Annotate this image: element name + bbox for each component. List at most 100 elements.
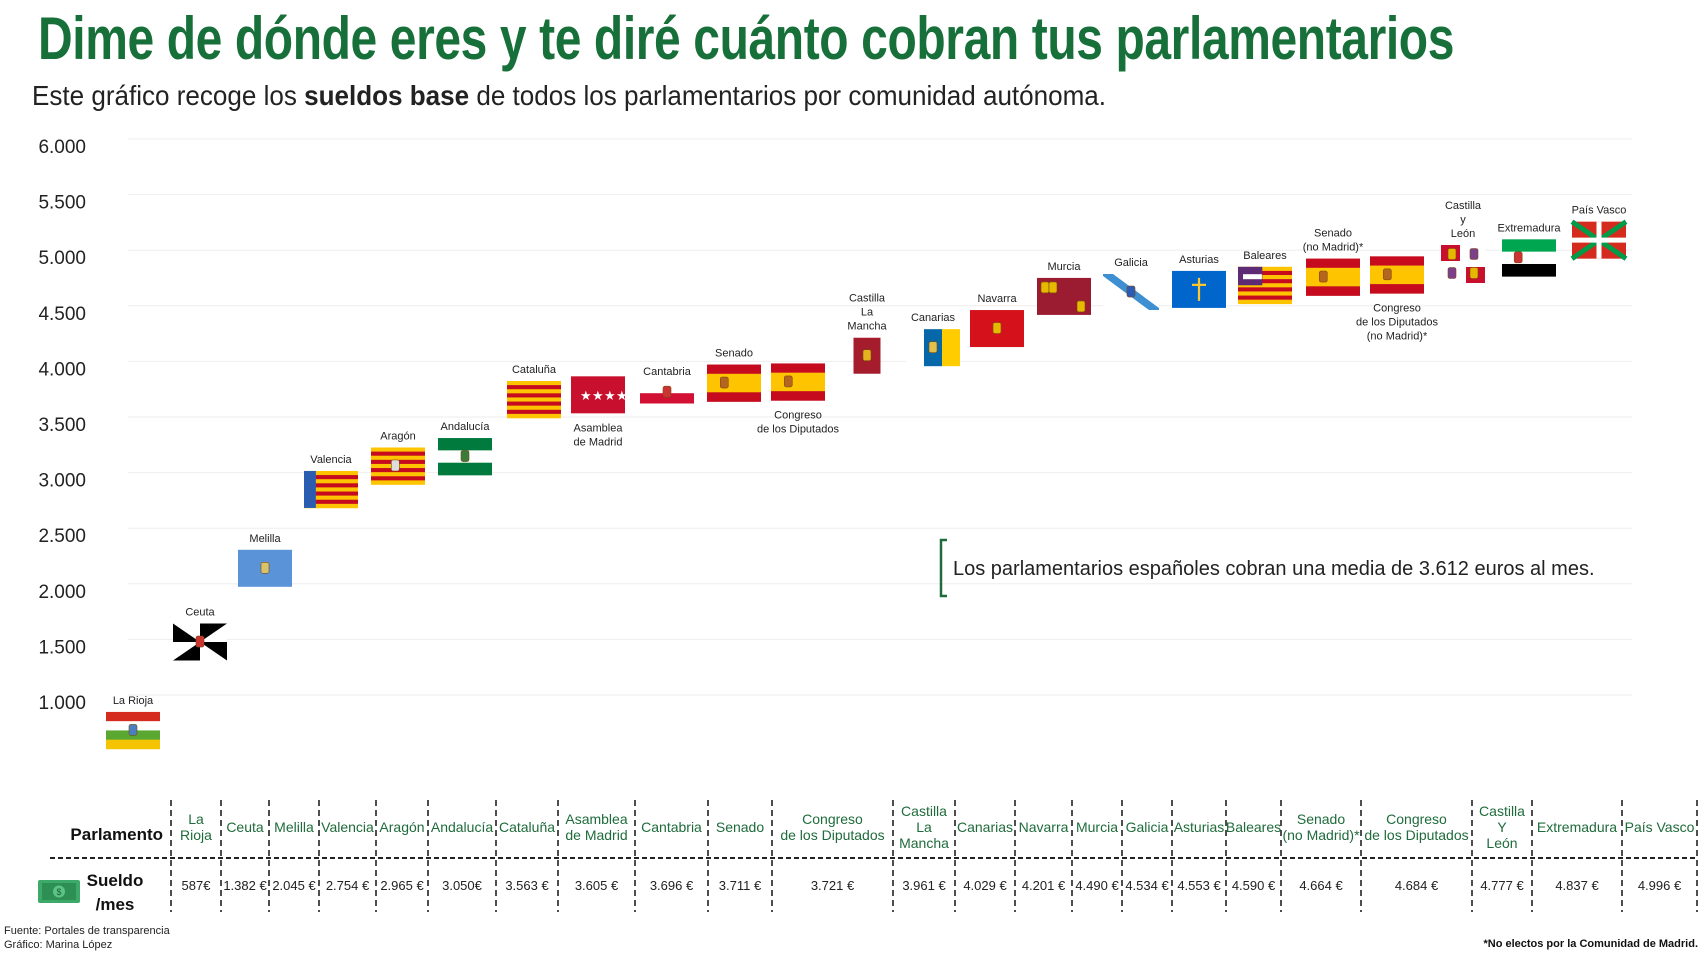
y-tick-label: 2.500	[38, 526, 86, 547]
svg-text:$: $	[56, 887, 61, 897]
la-rioja-flag-icon	[106, 711, 160, 750]
canarias-flag-icon	[906, 329, 960, 367]
annotation-text: Los parlamentarios españoles cobran una …	[953, 558, 1595, 580]
pais-vasco-flag-icon	[1570, 219, 1628, 261]
point-label: La Rioja	[113, 695, 154, 707]
column-header: País Vasco	[1625, 819, 1695, 835]
page-title: Dime de dónde eres y te diré cuánto cobr…	[38, 5, 1454, 72]
column-header: Navarra	[1019, 819, 1069, 835]
y-tick-label: 3.000	[38, 471, 86, 492]
point-label: Senado	[715, 348, 753, 360]
column-header: Murcia	[1076, 819, 1118, 835]
valencia-flag-icon	[304, 470, 358, 509]
column-header: Ceuta	[226, 819, 264, 835]
y-tick-label: 4.500	[38, 304, 86, 325]
salary-cell: 2.965 €	[380, 878, 424, 893]
spain-flag-icon	[771, 363, 825, 401]
svg-text:★: ★	[604, 388, 616, 403]
point-label: Asturias	[1179, 254, 1219, 266]
salary-cell: 2.754 €	[326, 878, 370, 893]
point-label: Canarias	[911, 312, 956, 324]
salary-cell: 4.590 €	[1232, 878, 1276, 893]
salary-cell: 4.490 €	[1075, 878, 1119, 893]
point-label: Murcia	[1047, 261, 1081, 273]
point-label: Congreso de los Diputados (no Madrid)*	[1356, 302, 1438, 342]
point-label: Baleares	[1243, 250, 1287, 262]
column-header: Asturias	[1174, 819, 1225, 835]
salary-cell: 587€	[182, 878, 212, 893]
column-header: Andalucía	[431, 819, 493, 835]
row-header-sueldo: /mes	[96, 895, 135, 914]
point-label: Aragón	[380, 430, 415, 442]
flag-markers: La Rioja Ceuta Melilla Valencia Aragón Andalu…	[106, 200, 1628, 750]
column-header: Cataluña	[499, 819, 555, 835]
andalucia-flag-icon	[438, 438, 492, 476]
footer-credits: Fuente: Portales de transparencia Gráfic…	[4, 924, 170, 952]
point-label: Senado (no Madrid)*	[1303, 228, 1364, 254]
castilla-leon-flag-icon	[1441, 244, 1485, 283]
row-header-parlamento: Parlamento	[70, 825, 163, 844]
point-label: Extremadura	[1498, 222, 1562, 234]
asturias-flag-icon	[1172, 270, 1226, 308]
salary-cell: 3.961 €	[902, 878, 946, 893]
point-label: Navarra	[977, 293, 1017, 305]
column-header: Castilla La Mancha	[899, 803, 949, 851]
aragon-flag-icon	[371, 447, 425, 485]
point-label: Asamblea de Madrid	[574, 422, 624, 448]
salary-table: Parlamento Sueldo/mes $ La Rioja 587€ Ceuta 1.3…	[38, 800, 1698, 914]
y-tick-label: 1.000	[38, 693, 86, 714]
column-header: Asamblea de Madrid	[565, 811, 627, 843]
salary-cell: 3.563 €	[505, 878, 549, 893]
point-label: Congreso de los Diputados	[757, 409, 839, 435]
salary-cell: 4.029 €	[963, 878, 1007, 893]
source-text: Fuente: Portales de transparencia	[4, 925, 170, 937]
salary-cell: 4.664 €	[1299, 878, 1343, 893]
svg-text:★: ★	[580, 388, 592, 403]
salary-cell: 3.721 €	[811, 878, 855, 893]
point-label: Castilla La Mancha	[847, 293, 887, 333]
navarra-flag-icon	[970, 310, 1024, 348]
salary-cell: 3.711 €	[719, 878, 762, 893]
column-header: Senado (no Madrid)*	[1282, 811, 1360, 843]
point-label: Galicia	[1114, 257, 1149, 269]
galicia-flag-icon	[1103, 274, 1159, 311]
salary-cell: 4.201 €	[1022, 878, 1066, 893]
subtitle-text: Este gráfico recoge los	[32, 80, 305, 111]
salary-cell: 1.382 €	[223, 878, 267, 893]
column-header: Canarias	[957, 819, 1013, 835]
point-label: Castilla y León	[1445, 200, 1482, 240]
svg-text:★: ★	[592, 388, 604, 403]
column-header: Melilla	[274, 819, 314, 835]
salary-cell: 3.696 €	[650, 878, 694, 893]
cataluna-flag-icon	[507, 380, 561, 419]
column-header: Galicia	[1126, 819, 1169, 835]
money-bill-icon: $	[38, 880, 80, 903]
point-label: País Vasco	[1572, 205, 1627, 217]
baleares-flag-icon	[1238, 266, 1292, 305]
column-header: Valencia	[321, 819, 374, 835]
subtitle-bold: sueldos base	[304, 80, 470, 111]
extremadura-flag-icon	[1502, 239, 1556, 277]
column-header: Congreso de los Diputados	[780, 811, 884, 843]
page-subtitle: Este gráfico recoge los sueldos base de …	[32, 80, 1106, 112]
salary-cell: 4.996 €	[1638, 878, 1682, 893]
gridlines	[128, 138, 1632, 696]
point-label: Andalucía	[441, 421, 491, 433]
point-label: Ceuta	[185, 607, 215, 619]
salary-cell: 3.605 €	[575, 878, 619, 893]
y-tick-label: 6.000	[38, 137, 86, 158]
point-label: Cataluña	[512, 364, 557, 376]
annotation: Los parlamentarios españoles cobran una …	[939, 538, 1595, 598]
column-header: Castilla Y León	[1479, 803, 1525, 851]
salary-cell: 4.777 €	[1480, 878, 1524, 893]
ceuta-flag-icon	[173, 623, 227, 661]
spain-flag-icon	[707, 364, 761, 402]
y-tick-label: 5.500	[38, 193, 86, 214]
murcia-flag-icon	[1037, 277, 1091, 315]
footnote: *No electos por la Comunidad de Madrid.	[1483, 938, 1698, 950]
annotation-bracket	[939, 538, 947, 598]
point-label: Cantabria	[643, 366, 692, 378]
y-tick-label: 5.000	[38, 248, 86, 269]
salary-cell: 3.050€	[442, 878, 483, 893]
